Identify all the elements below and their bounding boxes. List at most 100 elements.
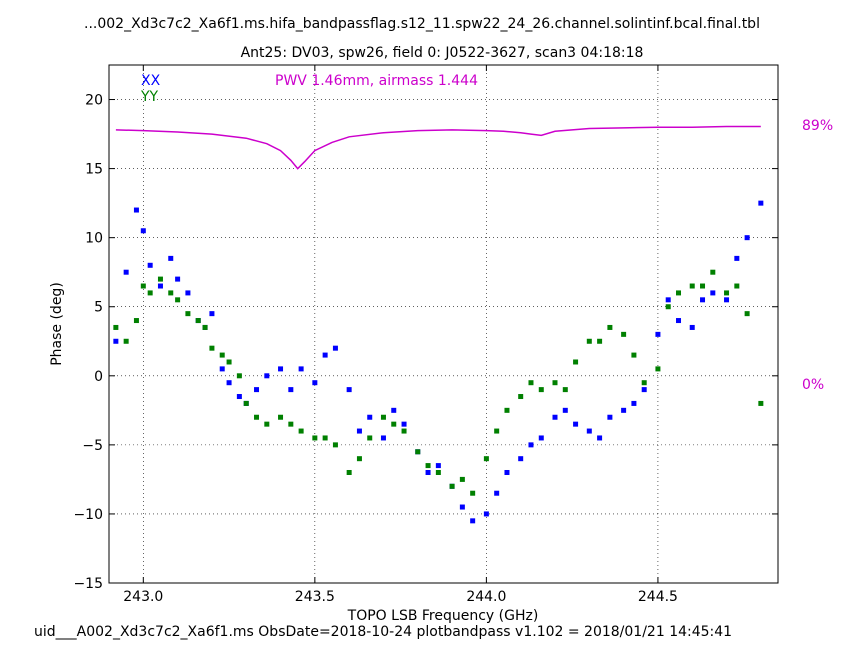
data-point-yy (665, 304, 671, 310)
data-point-yy (518, 394, 524, 400)
data-point-yy (470, 490, 476, 496)
data-point-xx (700, 297, 706, 303)
data-point-yy (185, 311, 191, 317)
data-point-yy (113, 324, 119, 330)
data-point-xx (518, 456, 524, 462)
data-point-xx (346, 387, 352, 393)
x-axis-label: TOPO LSB Frequency (GHz) (347, 608, 539, 624)
data-point-xx (401, 421, 407, 427)
y-tick-label: 10 (85, 231, 103, 247)
data-point-xx (254, 387, 260, 393)
data-point-yy (380, 414, 386, 420)
data-point-yy (312, 435, 318, 441)
data-point-xx (470, 518, 476, 524)
data-point-xx (133, 207, 139, 213)
data-point-yy (140, 283, 146, 289)
data-point-xx (586, 428, 592, 434)
pwv-annotation: PWV 1.46mm, airmass 1.444 (275, 73, 478, 89)
data-point-yy (243, 400, 249, 406)
data-point-xx (157, 283, 163, 289)
data-point-xx (113, 338, 119, 344)
data-point-xx (538, 435, 544, 441)
data-point-yy (552, 380, 558, 386)
series-yy (113, 269, 764, 496)
data-point-xx (298, 366, 304, 372)
data-point-xx (504, 469, 510, 475)
data-point-yy (586, 338, 592, 344)
data-point-xx (689, 324, 695, 330)
y-tick-label: 15 (85, 162, 103, 178)
x-tick-label: 243.0 (123, 589, 163, 605)
data-point-yy (607, 324, 613, 330)
right-axis-label-89: 89% (802, 118, 833, 134)
data-point-xx (264, 373, 270, 379)
data-point-yy (195, 318, 201, 324)
right-axis-label-0: 0% (802, 377, 824, 393)
data-point-xx (676, 318, 682, 324)
data-point-yy (322, 435, 328, 441)
data-point-xx (734, 255, 740, 261)
data-point-xx (123, 269, 129, 275)
data-point-yy (288, 421, 294, 427)
data-point-xx (185, 290, 191, 296)
data-point-xx (380, 435, 386, 441)
data-point-yy (597, 338, 603, 344)
data-point-xx (631, 400, 637, 406)
data-point-xx (607, 414, 613, 420)
data-point-xx (724, 297, 730, 303)
data-point-yy (401, 428, 407, 434)
data-point-xx (236, 394, 242, 400)
data-point-yy (356, 456, 362, 462)
data-point-yy (278, 414, 284, 420)
data-point-yy (562, 387, 568, 393)
data-point-xx (219, 366, 225, 372)
axis-ticks: 243.0 243.5 244.0 244.5 20 15 10 5 0 −5 −10 −15 (73, 65, 778, 605)
y-tick-label: −5 (82, 438, 103, 454)
data-point-xx (758, 200, 764, 206)
data-point-xx (332, 345, 338, 351)
data-point-yy (641, 380, 647, 386)
data-point-xx (391, 407, 397, 413)
atmospheric-transmission-line (115, 125, 761, 170)
data-point-yy (734, 283, 740, 289)
data-point-xx (435, 463, 441, 469)
y-tick-label: −10 (73, 507, 103, 523)
data-point-yy (254, 414, 260, 420)
legend-yy: YY (140, 89, 159, 105)
data-point-xx (665, 297, 671, 303)
y-tick-label: −15 (73, 576, 103, 592)
data-point-xx (597, 435, 603, 441)
footer-text: uid___A002_Xd3c7c2_Xa6f1.ms ObsDate=2018… (34, 624, 732, 640)
x-tick-label: 243.5 (295, 589, 335, 605)
data-point-xx (562, 407, 568, 413)
data-point-xx (147, 262, 153, 268)
data-point-yy (157, 276, 163, 282)
data-point-xx (528, 442, 534, 448)
data-point-xx (710, 290, 716, 296)
data-point-xx (744, 235, 750, 241)
legend-xx: XX (141, 73, 161, 89)
data-point-yy (298, 428, 304, 434)
data-point-xx (494, 490, 500, 496)
data-point-yy (236, 373, 242, 379)
data-point-xx (278, 366, 284, 372)
data-point-xx (322, 352, 328, 358)
data-point-xx (226, 380, 232, 386)
y-tick-label: 5 (94, 300, 103, 316)
data-point-yy (573, 359, 579, 365)
x-tick-label: 244.0 (466, 589, 506, 605)
y-tick-label: 0 (94, 369, 103, 385)
data-point-xx (552, 414, 558, 420)
data-point-yy (226, 359, 232, 365)
data-point-yy (449, 483, 455, 489)
data-point-xx (140, 228, 146, 234)
data-point-yy (168, 290, 174, 296)
data-point-yy (415, 449, 421, 455)
data-point-yy (425, 463, 431, 469)
data-point-yy (621, 331, 627, 337)
data-point-yy (655, 366, 661, 372)
y-tick-label: 20 (85, 93, 103, 109)
data-point-xx (655, 331, 661, 337)
data-point-yy (758, 400, 764, 406)
